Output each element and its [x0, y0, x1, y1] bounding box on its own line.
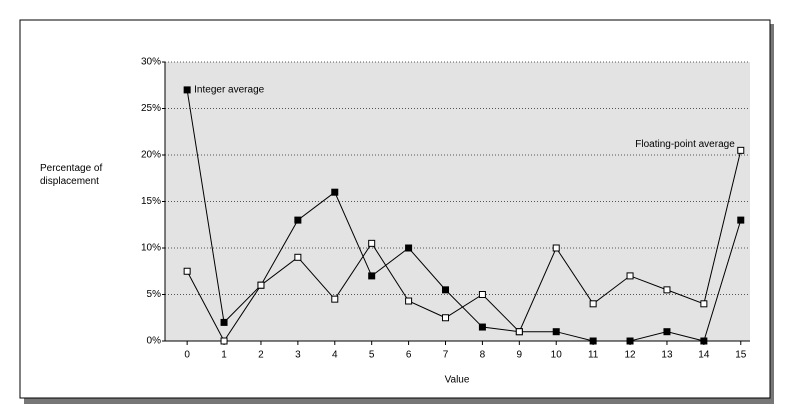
data-point [405, 297, 413, 305]
x-tick-label: 7 [443, 350, 449, 361]
x-tick-label: 15 [735, 350, 747, 361]
x-tick-label: 3 [295, 350, 301, 361]
data-point [220, 318, 228, 326]
data-point [663, 328, 671, 336]
data-point [294, 253, 302, 261]
x-tick-label: 0 [184, 350, 190, 361]
y-tick-label: 30% [141, 57, 161, 68]
y-tick-label: 20% [141, 150, 161, 161]
data-point [478, 323, 486, 331]
data-point [515, 328, 523, 336]
plot-area: 0%5%10%15%20%25%30%0 1 2 3 4 5 6 7 8 9 10 11 12 13 14 1… [141, 57, 750, 361]
data-point [368, 272, 376, 280]
y-tick-label: 5% [147, 289, 162, 300]
y-tick-label: 15% [141, 196, 161, 207]
x-tick-label: 4 [332, 350, 338, 361]
data-point [626, 272, 634, 280]
data-point [331, 188, 339, 196]
x-tick-label: 11 [588, 350, 599, 361]
data-point [626, 337, 634, 345]
data-point [737, 216, 745, 224]
data-point [294, 216, 302, 224]
x-tick-label: 10 [551, 350, 563, 361]
x-tick-label: 6 [406, 350, 412, 361]
data-point [700, 337, 708, 345]
y-tick-label: 10% [141, 243, 161, 254]
data-point [700, 300, 708, 308]
data-point [589, 300, 597, 308]
series-line [186, 89, 742, 342]
plot-background [165, 62, 750, 341]
data-point [257, 281, 265, 289]
y-axis-label: Percentage of displacement [40, 163, 103, 187]
x-tick-label: 13 [661, 350, 673, 361]
data-point [552, 328, 560, 336]
data-point [442, 314, 450, 322]
data-point [478, 291, 486, 298]
x-tick-label: 2 [258, 350, 264, 361]
x-tick-label: 5 [369, 350, 375, 361]
data-point [220, 337, 228, 345]
x-tick-label: 14 [698, 350, 710, 361]
y-tick-label: 0% [147, 336, 162, 347]
data-point [183, 86, 191, 94]
data-point [442, 286, 450, 294]
data-point [552, 244, 560, 252]
data-point [589, 337, 597, 345]
data-point [405, 244, 413, 252]
data-point [663, 286, 671, 294]
y-tick-label: 25% [141, 103, 161, 114]
data-point [368, 239, 376, 247]
series-line [186, 150, 742, 342]
data-point [183, 267, 191, 275]
x-tick-label: 1 [221, 350, 227, 361]
x-tick-label: 8 [480, 350, 486, 361]
series-label: Integer average [194, 85, 264, 96]
x-axis-label: Value [445, 375, 470, 386]
x-tick-label: 9 [517, 350, 523, 361]
data-point [737, 146, 745, 154]
data-point [331, 295, 339, 303]
series-label: Floating-point average [635, 139, 735, 150]
x-tick-label: 12 [624, 350, 636, 361]
